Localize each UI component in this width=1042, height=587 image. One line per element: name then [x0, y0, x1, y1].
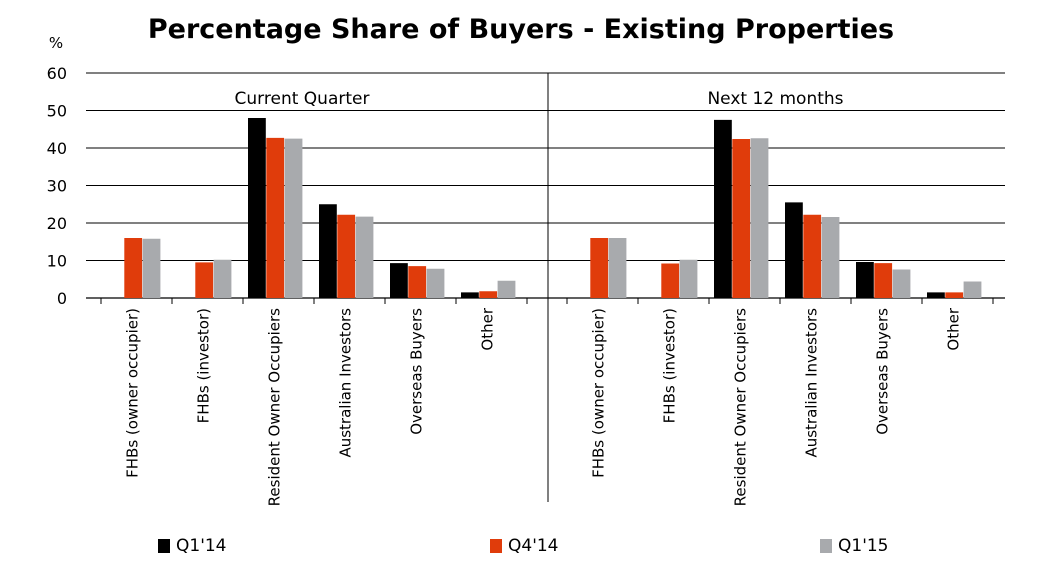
bar-q115 [355, 216, 374, 298]
bar-q115 [679, 259, 698, 298]
bar-q414 [337, 214, 356, 298]
y-tick-label: 10 [47, 252, 67, 271]
bar-q414 [590, 238, 609, 298]
bar-q115 [284, 138, 303, 298]
x-tick-label: Australian Investors [336, 308, 354, 458]
bar-q114 [248, 118, 266, 298]
x-tick-label: FHBs (investor) [660, 308, 678, 423]
bar-q414 [479, 291, 498, 298]
legend: Q1'14 Q4'14 Q1'15 [0, 536, 1042, 562]
y-tick-label: 50 [47, 102, 67, 121]
bar-q115 [497, 280, 516, 298]
legend-item: Q1'14 [158, 536, 227, 556]
chart-plot: 0 10 20 30 40 50 60% Current Quarter FHBs (owner… [47, 34, 1005, 507]
bar-q115 [142, 238, 161, 298]
y-tick-label: 0 [57, 289, 67, 308]
chart-title: Percentage Share of Buyers - Existing Pr… [147, 14, 895, 45]
x-tick-label: FHBs (owner occupier) [589, 308, 607, 478]
legend-label: Q1'15 [838, 536, 889, 556]
bar-q115 [963, 281, 982, 298]
bar-q115 [892, 269, 911, 298]
x-tick-label: FHBs (owner occupier) [123, 308, 141, 478]
x-tick-label: Resident Owner Occupiers [265, 308, 283, 507]
bar-q414 [803, 214, 822, 298]
bar-q115 [426, 268, 445, 298]
x-tick-label: Resident Owner Occupiers [731, 308, 749, 507]
y-tick-label: 40 [47, 139, 67, 158]
bar-q114 [461, 292, 479, 298]
y-tick-label: 20 [47, 214, 67, 233]
bar-q414 [945, 292, 964, 298]
bar-q115 [750, 138, 769, 298]
panel-label: Current Quarter [235, 89, 370, 109]
bar-q114 [319, 204, 337, 298]
legend-swatch [490, 539, 502, 553]
x-tick-label: Other [944, 307, 962, 350]
bar-q114 [390, 263, 408, 298]
legend-item: Q4'14 [490, 536, 559, 556]
panel-label: Next 12 months [707, 89, 843, 109]
x-tick-label: FHBs (investor) [194, 308, 212, 423]
legend-swatch [820, 539, 832, 553]
bar-q115 [213, 259, 232, 298]
bar-q414 [195, 262, 214, 298]
bar-q414 [732, 139, 751, 298]
x-tick-label: Overseas Buyers [873, 308, 891, 435]
x-tick-label: Overseas Buyers [407, 308, 425, 435]
legend-label: Q1'14 [176, 536, 227, 556]
x-tick-label: Other [478, 307, 496, 350]
bar-q414 [874, 263, 893, 298]
bar-q114 [714, 119, 732, 298]
y-tick-label: 60 [47, 64, 67, 83]
y-tick-label: 30 [47, 177, 67, 196]
bar-q114 [785, 202, 803, 298]
bar-q115 [608, 238, 627, 298]
bar-q114 [856, 262, 874, 298]
bar-q114 [927, 292, 945, 298]
y-axis-label: % [49, 34, 63, 52]
bar-q115 [821, 217, 840, 298]
x-tick-label: Australian Investors [802, 308, 820, 458]
bar-q414 [266, 137, 285, 298]
legend-item: Q1'15 [820, 536, 889, 556]
bar-q414 [661, 263, 680, 298]
legend-label: Q4'14 [508, 536, 559, 556]
bar-q414 [124, 238, 143, 298]
legend-swatch [158, 539, 170, 553]
bar-q414 [408, 266, 427, 298]
